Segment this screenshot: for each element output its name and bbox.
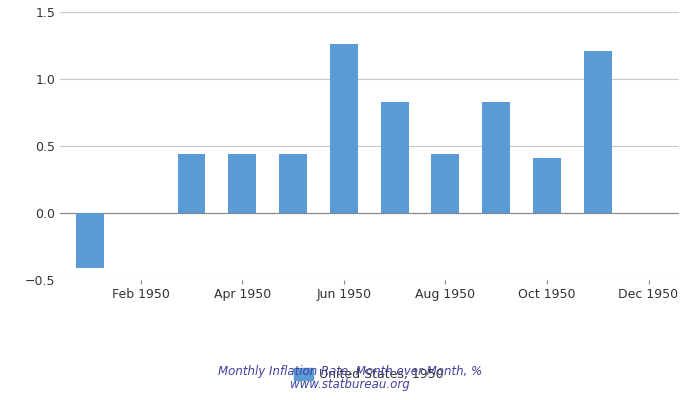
Legend: United States, 1950: United States, 1950 — [289, 363, 449, 386]
Bar — [279, 154, 307, 213]
Bar — [381, 102, 409, 213]
Text: Monthly Inflation Rate, Month over Month, %: Monthly Inflation Rate, Month over Month… — [218, 365, 482, 378]
Bar — [76, 213, 104, 268]
Bar — [533, 158, 561, 213]
Bar — [330, 44, 358, 213]
Bar — [482, 102, 510, 213]
Bar — [431, 154, 459, 213]
Text: www.statbureau.org: www.statbureau.org — [290, 378, 410, 391]
Bar — [584, 51, 612, 213]
Bar — [228, 154, 256, 213]
Bar — [178, 154, 206, 213]
